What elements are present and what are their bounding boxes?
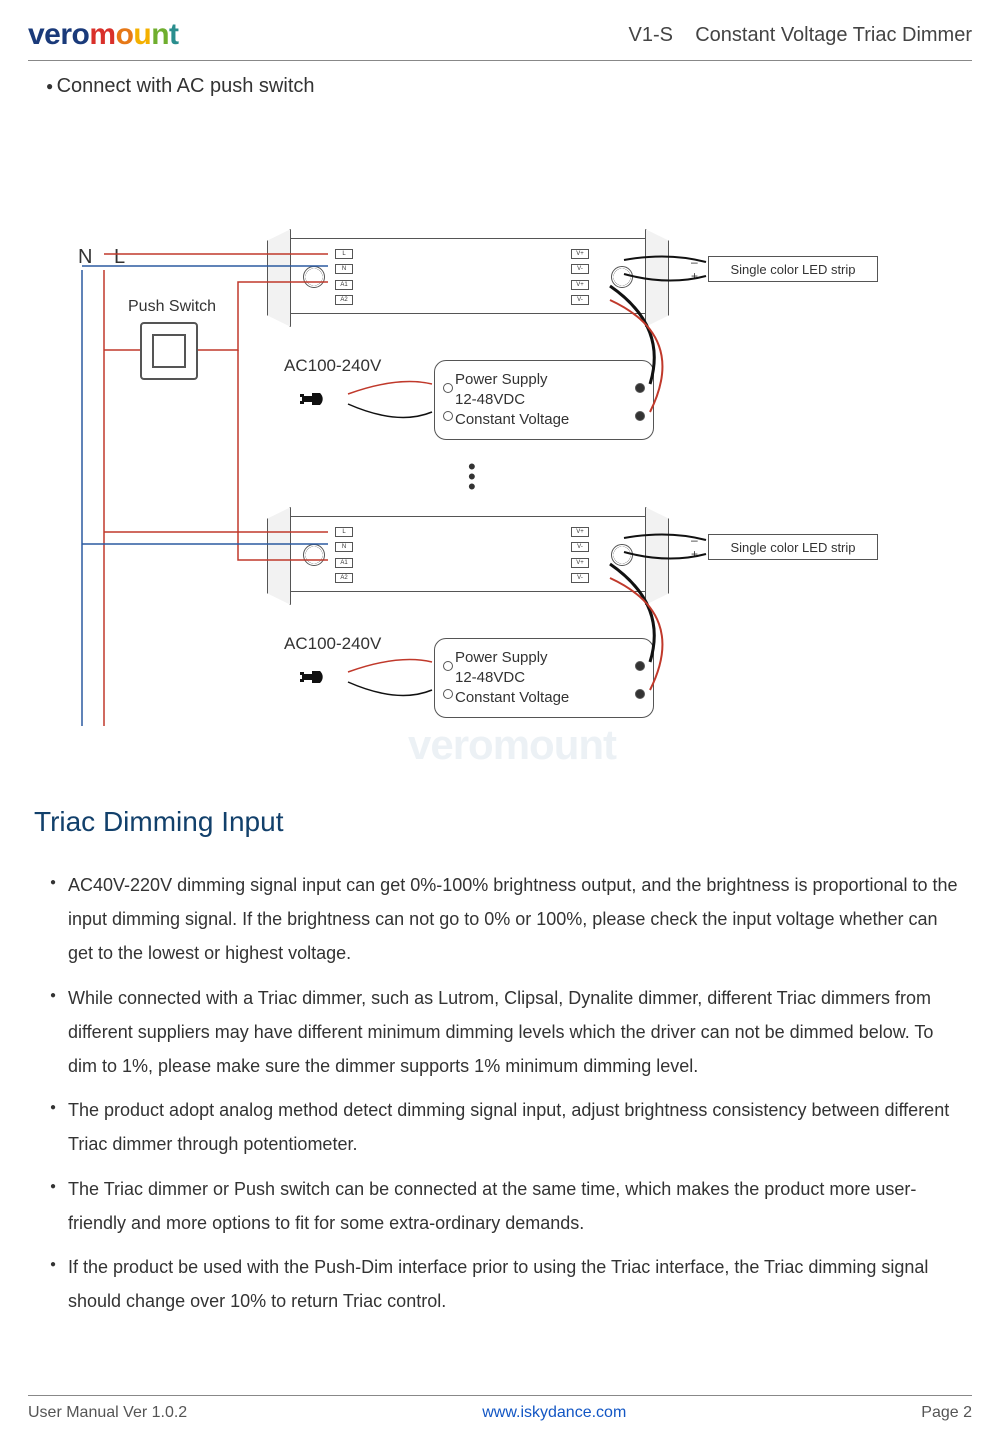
logo-part-t: t bbox=[169, 18, 179, 51]
driver1-knob-right bbox=[611, 266, 633, 288]
driver2-knob-right bbox=[611, 544, 633, 566]
ac-label-2: AC100-240V bbox=[284, 634, 381, 654]
note-item: The product adopt analog method detect d… bbox=[50, 1093, 964, 1161]
mains-nl-label: N L bbox=[78, 246, 133, 269]
logo: veromount bbox=[28, 18, 179, 52]
watermark: veromount bbox=[408, 721, 616, 769]
ac-plug-icon-2 bbox=[300, 664, 348, 690]
logo-part-n: n bbox=[151, 18, 169, 51]
note-item: While connected with a Triac dimmer, suc… bbox=[50, 981, 964, 1084]
psu1-text: Power Supply 12-48VDC Constant Voltage bbox=[455, 370, 569, 431]
section1-title: Connect with AC push switch bbox=[46, 75, 972, 98]
driver1-output-terminals: V+ V- V+ V- bbox=[571, 249, 601, 305]
psu1-dc-out-1 bbox=[635, 383, 645, 393]
ac-label-1: AC100-240V bbox=[284, 356, 381, 376]
header-product: V1-S Constant Voltage Triac Dimmer bbox=[629, 24, 972, 47]
push-switch-label: Push Switch bbox=[128, 298, 216, 316]
ellipsis-icon: ••• bbox=[468, 462, 476, 492]
wiring-diagram: N L Push Switch L N A1 A2 V+ V- V+ V- L … bbox=[28, 126, 972, 726]
driver1-input-terminals: L N A1 A2 bbox=[335, 249, 365, 305]
driver2-output-terminals: V+ V- V+ V- bbox=[571, 527, 601, 583]
logo-part-vero: vero bbox=[28, 18, 89, 51]
logo-part-o: o bbox=[116, 18, 134, 51]
power-supply-2: Power Supply 12-48VDC Constant Voltage bbox=[434, 638, 654, 718]
led-strip-1: Single color LED strip bbox=[708, 256, 878, 282]
term-Vp2: V+ bbox=[571, 280, 589, 290]
term-L: L bbox=[335, 249, 353, 259]
model-code: V1-S bbox=[629, 24, 673, 46]
driver-unit-1: L N A1 A2 V+ V- V+ V- bbox=[288, 238, 648, 314]
term-A2: A2 bbox=[335, 295, 353, 305]
psu2-text: Power Supply 12-48VDC Constant Voltage bbox=[455, 648, 569, 709]
note-item: The Triac dimmer or Push switch can be c… bbox=[50, 1172, 964, 1240]
product-name: Constant Voltage Triac Dimmer bbox=[695, 24, 972, 46]
footer-page: Page 2 bbox=[921, 1404, 972, 1422]
page-header: veromount V1-S Constant Voltage Triac Di… bbox=[28, 18, 972, 61]
psu1-dc-out-2 bbox=[635, 411, 645, 421]
led-strip-2: Single color LED strip bbox=[708, 534, 878, 560]
psu1-ac-in-1 bbox=[443, 383, 453, 393]
ac-plug-icon-1 bbox=[300, 386, 348, 412]
term-Vn2: V- bbox=[571, 295, 589, 305]
driver-unit-2: L N A1 A2 V+ V- V+ V- bbox=[288, 516, 648, 592]
footer-version: User Manual Ver 1.0.2 bbox=[28, 1404, 187, 1422]
psu1-ac-in-2 bbox=[443, 411, 453, 421]
term-N: N bbox=[335, 264, 353, 274]
logo-part-u: u bbox=[133, 18, 151, 51]
page-footer: User Manual Ver 1.0.2 www.iskydance.com … bbox=[28, 1395, 972, 1422]
driver2-input-terminals: L N A1 A2 bbox=[335, 527, 365, 583]
push-switch-icon bbox=[140, 322, 198, 380]
logo-part-m: m bbox=[89, 18, 115, 51]
note-item: AC40V-220V dimming signal input can get … bbox=[50, 868, 964, 971]
triac-notes-list: AC40V-220V dimming signal input can get … bbox=[28, 868, 972, 1318]
driver2-knob-left bbox=[303, 544, 325, 566]
term-Vn: V- bbox=[571, 264, 589, 274]
term-A1: A1 bbox=[335, 280, 353, 290]
driver1-knob-left bbox=[303, 266, 325, 288]
footer-url: www.iskydance.com bbox=[482, 1404, 626, 1422]
note-item: If the product be used with the Push-Dim… bbox=[50, 1250, 964, 1318]
section2-heading: Triac Dimming Input bbox=[34, 806, 972, 838]
term-Vp: V+ bbox=[571, 249, 589, 259]
power-supply-1: Power Supply 12-48VDC Constant Voltage bbox=[434, 360, 654, 440]
